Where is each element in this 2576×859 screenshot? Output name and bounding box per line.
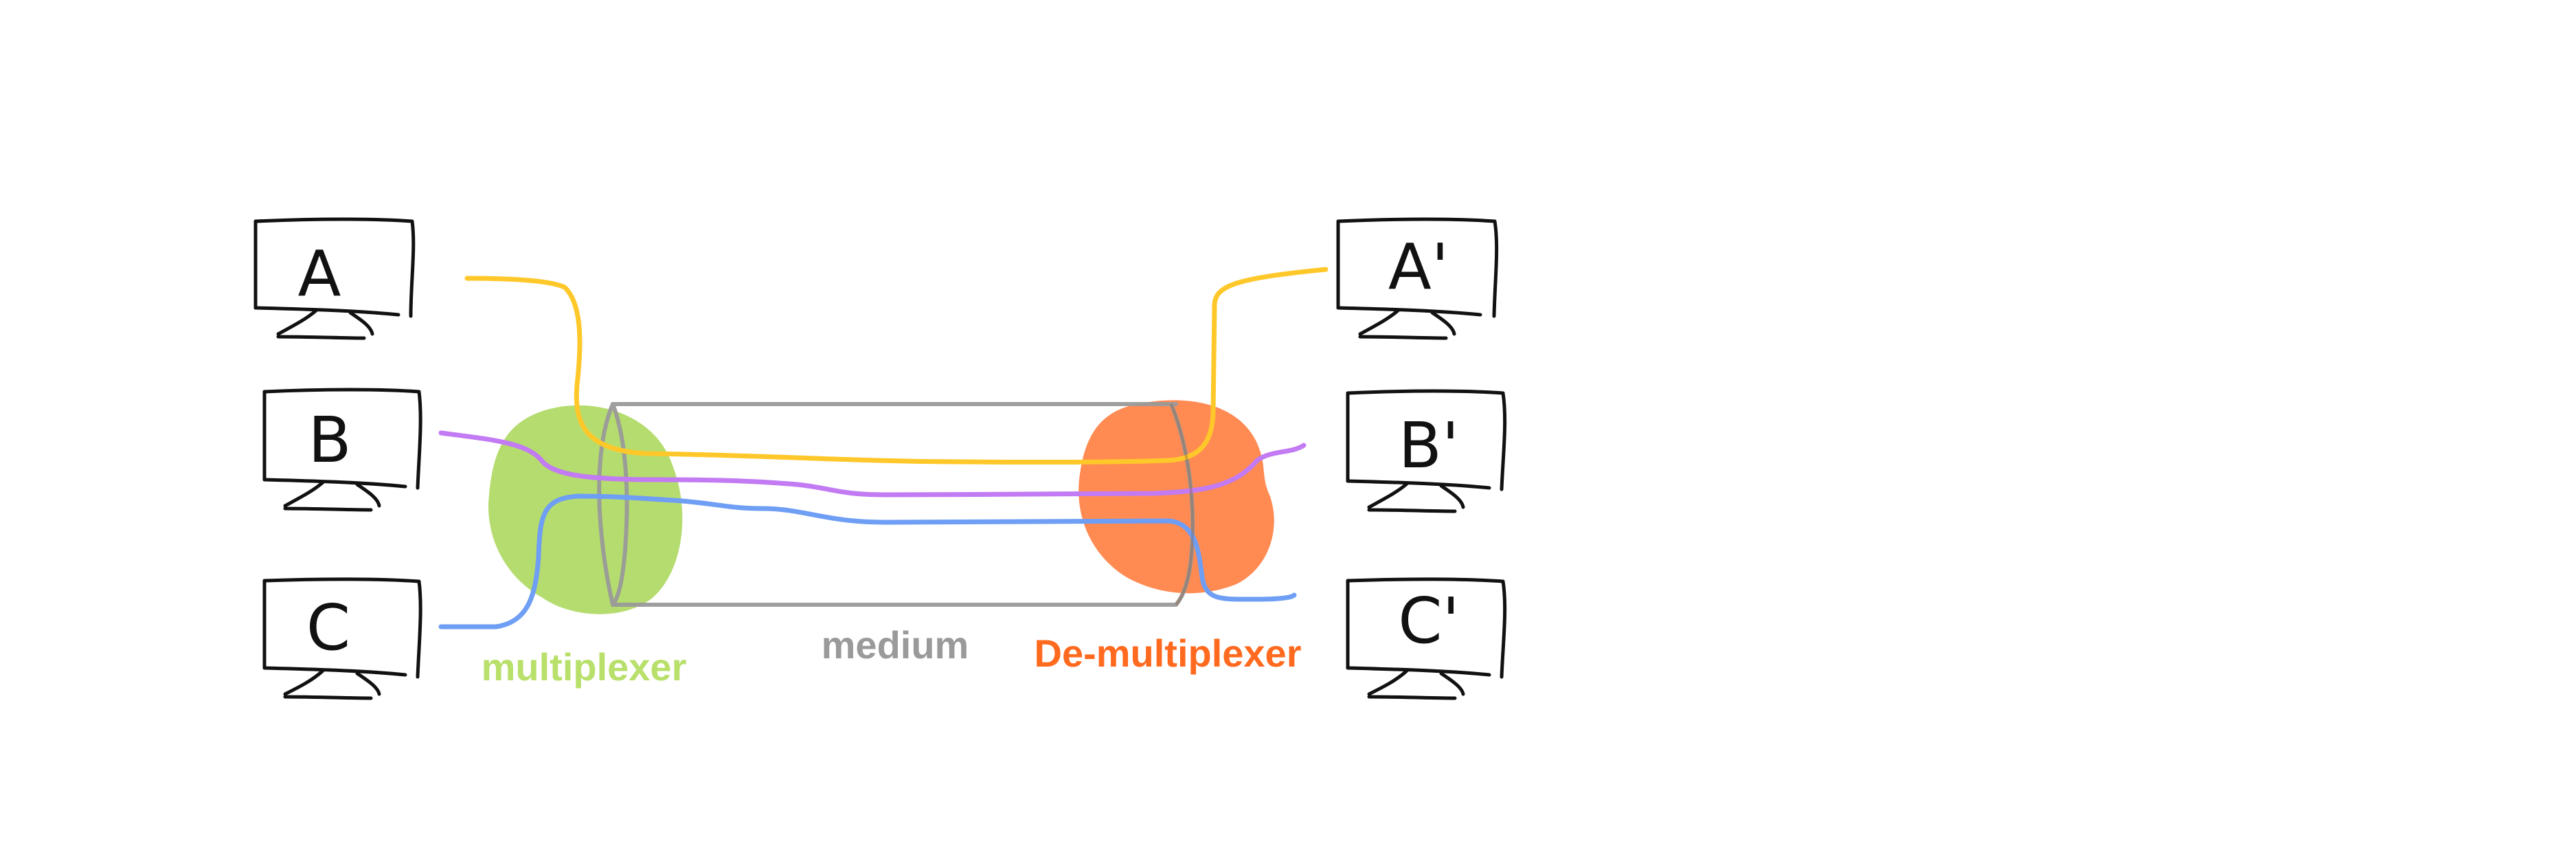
source-c-label: C (306, 591, 350, 665)
computer-a-prime-icon (1336, 217, 1499, 340)
medium-label: medium (822, 623, 969, 667)
destination-a-label: A' (1388, 230, 1449, 304)
multiplexer-blob (488, 405, 683, 614)
line-a (464, 267, 1329, 465)
demux-tube-overlay (1170, 403, 1195, 606)
computer-a-icon (253, 217, 416, 340)
multiplexer-label: multiplexer (482, 645, 687, 689)
destination-b-label: B' (1399, 409, 1459, 482)
demultiplexer-blob (1078, 400, 1274, 594)
line-b (438, 430, 1307, 498)
computer-b-prime-icon (1346, 389, 1507, 513)
line-c (438, 493, 1297, 629)
source-a-label: A (298, 237, 341, 311)
computer-c-icon (262, 577, 422, 700)
demultiplexer-label: De-multiplexer (1035, 632, 1302, 675)
computer-b-icon (262, 388, 422, 512)
source-b-label: B (308, 403, 351, 477)
destination-c-label: C' (1398, 584, 1460, 658)
computer-c-prime-icon (1346, 577, 1507, 700)
